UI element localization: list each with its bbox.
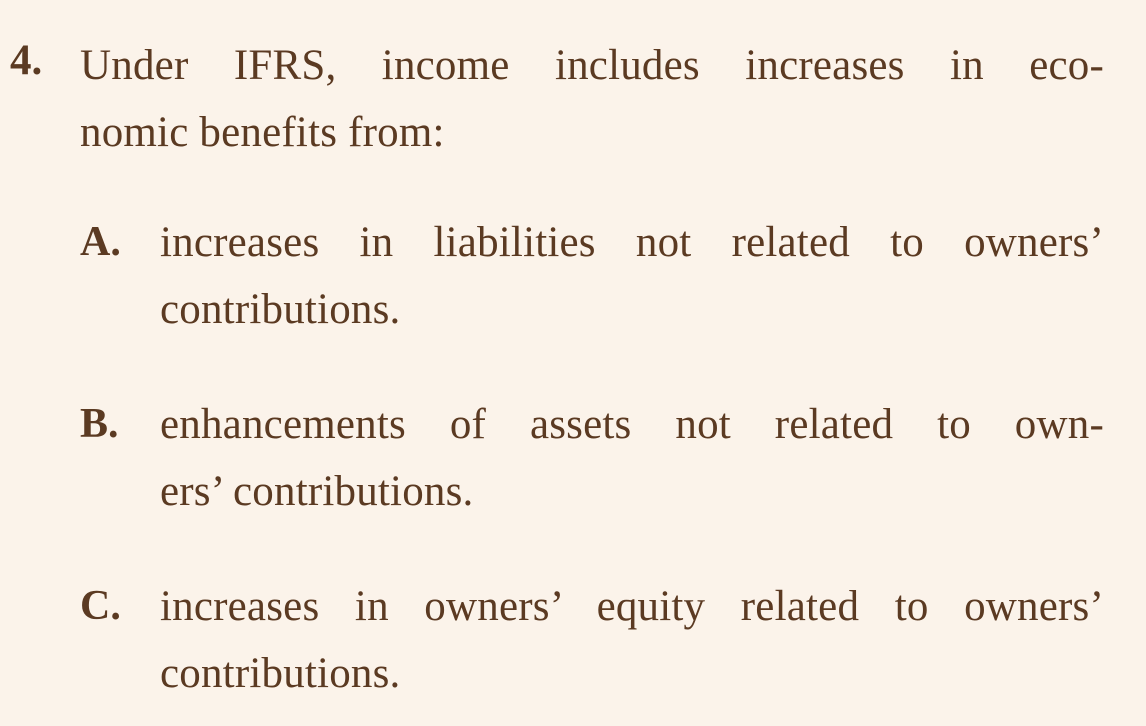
option-b-line-1: enhancements of assets not related to ow… (160, 401, 1104, 448)
option-b-text: enhancements of assets not related to ow… (160, 391, 1104, 525)
option-b-line-2: ers’ contributions. (160, 468, 474, 515)
option-c-text: increases in owners’ equity related to o… (160, 573, 1104, 707)
option-c-line-1: increases in owners’ equity related to o… (160, 583, 1104, 630)
option-c-letter: C. (80, 583, 121, 629)
option-c-line-2: contributions. (160, 650, 401, 697)
question-stem-line-2: nomic benefits from: (80, 109, 445, 156)
question-stem-line-1: Under IFRS, income includes increases in… (80, 42, 1104, 89)
option-a-line-2: contributions. (160, 286, 401, 333)
question-number: 4. (10, 37, 43, 84)
option-a-letter: A. (80, 219, 121, 265)
question-stem: Under IFRS, income includes increases in… (80, 32, 1104, 166)
option-a-line-1: increases in liabilities not related to … (160, 219, 1104, 266)
option-a-text: increases in liabilities not related to … (160, 209, 1104, 343)
option-b-letter: B. (80, 401, 119, 447)
